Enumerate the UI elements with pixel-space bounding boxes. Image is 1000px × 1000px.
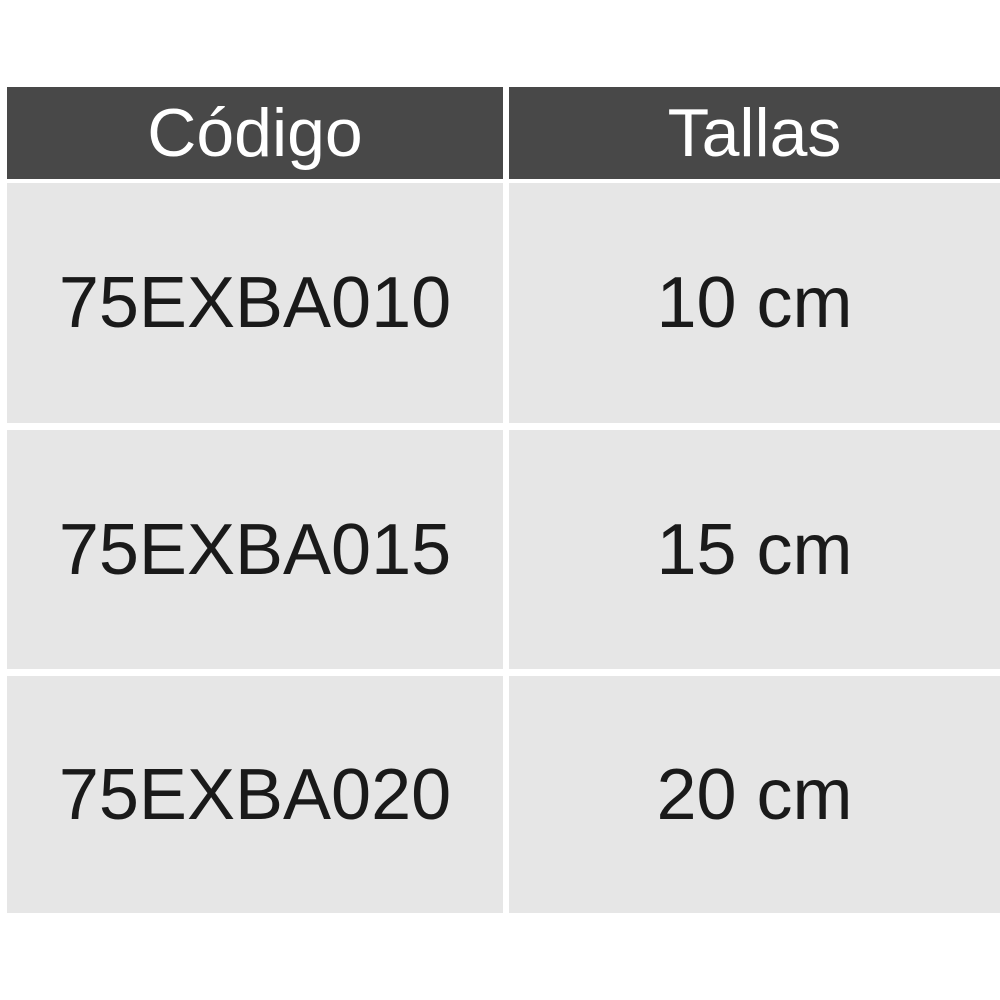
cell-code: 75EXBA015 [7,430,503,669]
cell-code: 75EXBA010 [7,183,503,423]
cell-size: 20 cm [509,676,1000,913]
cell-code: 75EXBA020 [7,676,503,913]
cell-size: 15 cm [509,430,1000,669]
header-tallas: Tallas [509,87,1000,179]
cell-size: 10 cm [509,183,1000,423]
header-codigo: Código [7,87,503,179]
